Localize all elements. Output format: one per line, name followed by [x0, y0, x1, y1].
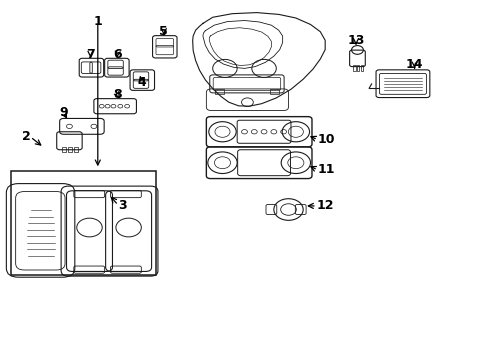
- Text: 14: 14: [405, 58, 423, 71]
- Text: 5: 5: [159, 25, 168, 38]
- Text: 13: 13: [346, 34, 364, 47]
- Text: 7: 7: [86, 48, 95, 60]
- Text: 11: 11: [317, 163, 335, 176]
- Text: 8: 8: [113, 88, 122, 101]
- Bar: [352, 65, 355, 71]
- Bar: [360, 65, 363, 71]
- Text: 3: 3: [118, 199, 127, 212]
- Bar: [269, 89, 278, 94]
- Text: 1: 1: [93, 15, 102, 28]
- Text: 10: 10: [317, 133, 335, 146]
- Text: 6: 6: [113, 48, 122, 60]
- Bar: [74, 147, 78, 152]
- Text: 9: 9: [59, 106, 68, 119]
- Bar: [215, 89, 224, 94]
- Bar: [68, 147, 72, 152]
- Bar: [11, 171, 156, 275]
- Text: 2: 2: [21, 130, 30, 143]
- Bar: [62, 147, 66, 152]
- Text: 4: 4: [137, 76, 146, 89]
- Text: 12: 12: [316, 199, 334, 212]
- Bar: [356, 65, 359, 71]
